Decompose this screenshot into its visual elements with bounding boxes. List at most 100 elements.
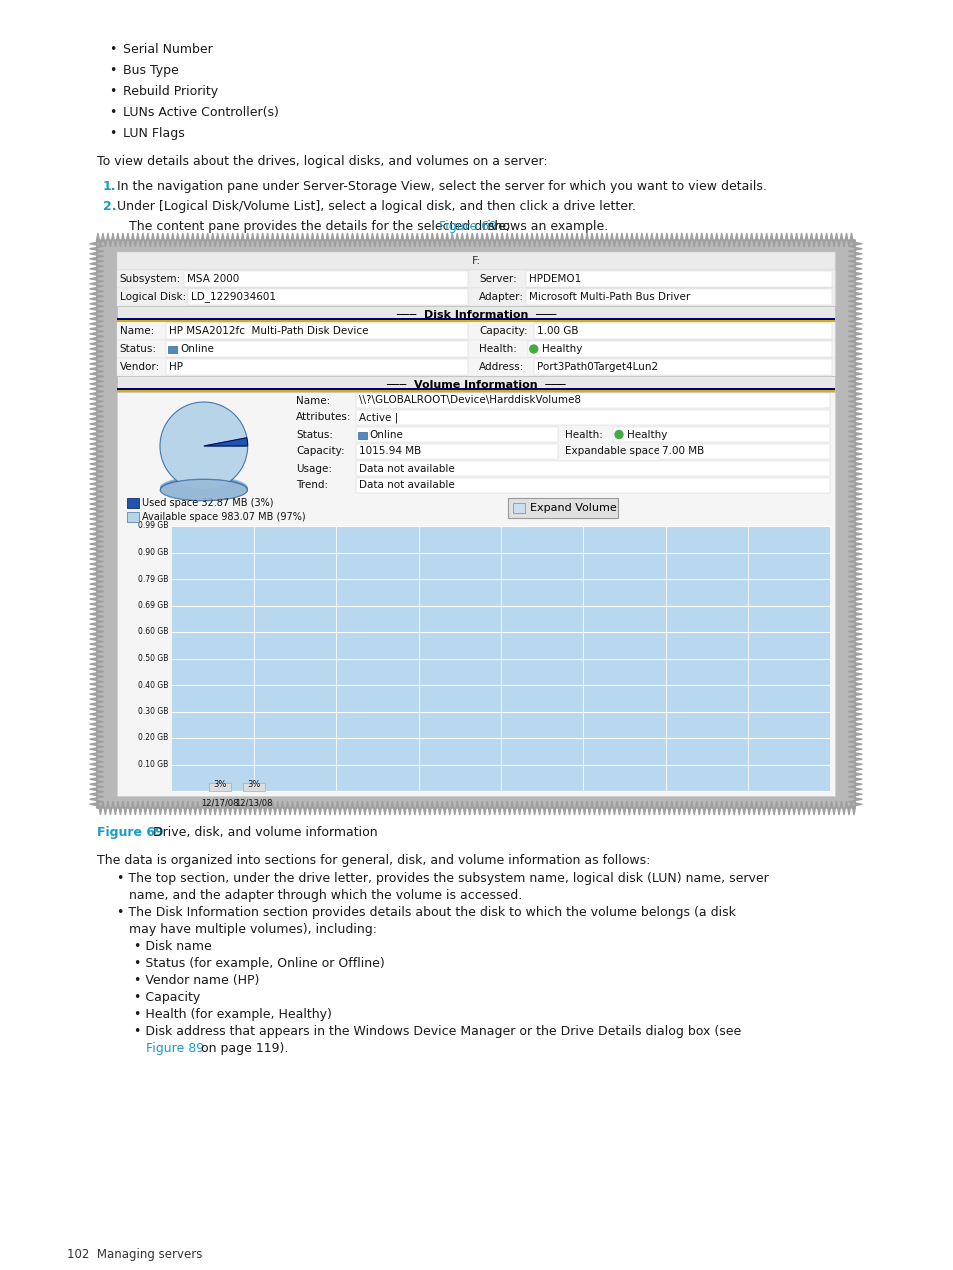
Polygon shape bbox=[173, 808, 176, 815]
Bar bbox=[243, 784, 265, 791]
Polygon shape bbox=[705, 232, 707, 240]
Polygon shape bbox=[374, 808, 375, 815]
Polygon shape bbox=[847, 601, 854, 603]
Polygon shape bbox=[90, 403, 96, 405]
Polygon shape bbox=[114, 808, 116, 815]
Polygon shape bbox=[847, 300, 854, 302]
Polygon shape bbox=[90, 608, 96, 611]
Polygon shape bbox=[451, 232, 453, 240]
Polygon shape bbox=[286, 801, 289, 808]
Polygon shape bbox=[96, 420, 104, 423]
Polygon shape bbox=[448, 240, 451, 246]
Polygon shape bbox=[659, 232, 662, 240]
Polygon shape bbox=[712, 808, 715, 815]
Polygon shape bbox=[152, 801, 154, 808]
Polygon shape bbox=[96, 686, 104, 688]
Polygon shape bbox=[96, 415, 104, 418]
Polygon shape bbox=[179, 240, 181, 246]
Polygon shape bbox=[740, 232, 742, 240]
Polygon shape bbox=[633, 240, 635, 246]
Polygon shape bbox=[236, 801, 238, 808]
Polygon shape bbox=[847, 431, 854, 433]
Polygon shape bbox=[90, 753, 96, 756]
Polygon shape bbox=[294, 808, 296, 815]
Polygon shape bbox=[96, 625, 104, 627]
Polygon shape bbox=[847, 500, 854, 503]
Polygon shape bbox=[252, 801, 253, 808]
Polygon shape bbox=[847, 531, 854, 532]
Polygon shape bbox=[670, 232, 673, 240]
Polygon shape bbox=[854, 398, 862, 400]
Polygon shape bbox=[90, 478, 96, 480]
Text: Logical Disk:: Logical Disk: bbox=[119, 292, 186, 302]
Polygon shape bbox=[116, 801, 119, 808]
Bar bbox=[96, 240, 854, 808]
Polygon shape bbox=[119, 808, 122, 815]
Polygon shape bbox=[667, 240, 670, 246]
Polygon shape bbox=[96, 720, 104, 723]
Polygon shape bbox=[366, 232, 368, 240]
Polygon shape bbox=[847, 640, 854, 643]
Polygon shape bbox=[164, 240, 167, 246]
Polygon shape bbox=[271, 801, 274, 808]
Polygon shape bbox=[90, 743, 96, 745]
Polygon shape bbox=[847, 271, 854, 273]
Polygon shape bbox=[96, 781, 104, 784]
Polygon shape bbox=[832, 808, 835, 815]
Polygon shape bbox=[241, 801, 244, 808]
Polygon shape bbox=[426, 801, 428, 808]
Ellipse shape bbox=[160, 479, 248, 500]
Polygon shape bbox=[219, 808, 221, 815]
Polygon shape bbox=[96, 281, 104, 282]
Polygon shape bbox=[511, 801, 513, 808]
Polygon shape bbox=[90, 653, 96, 655]
Polygon shape bbox=[471, 232, 473, 240]
Polygon shape bbox=[204, 808, 206, 815]
Polygon shape bbox=[378, 240, 381, 246]
Bar bbox=[127, 498, 138, 508]
Polygon shape bbox=[90, 698, 96, 701]
Polygon shape bbox=[854, 748, 862, 751]
Polygon shape bbox=[847, 686, 854, 688]
Polygon shape bbox=[90, 598, 96, 601]
Polygon shape bbox=[847, 400, 854, 403]
Polygon shape bbox=[847, 375, 854, 377]
Polygon shape bbox=[96, 645, 104, 648]
Text: Capacity:: Capacity: bbox=[478, 326, 527, 337]
Polygon shape bbox=[653, 808, 655, 815]
Polygon shape bbox=[206, 232, 209, 240]
Polygon shape bbox=[807, 808, 809, 815]
Polygon shape bbox=[226, 801, 229, 808]
Polygon shape bbox=[96, 364, 104, 367]
Polygon shape bbox=[854, 673, 862, 676]
Polygon shape bbox=[682, 240, 685, 246]
Polygon shape bbox=[169, 240, 172, 246]
Polygon shape bbox=[269, 240, 271, 246]
Polygon shape bbox=[90, 413, 96, 415]
Polygon shape bbox=[468, 240, 471, 246]
Polygon shape bbox=[497, 240, 500, 246]
Polygon shape bbox=[854, 547, 862, 550]
Text: 0.99 GB: 0.99 GB bbox=[138, 522, 169, 531]
Text: 1015.94 MB: 1015.94 MB bbox=[358, 447, 420, 456]
Polygon shape bbox=[253, 808, 256, 815]
Polygon shape bbox=[638, 808, 640, 815]
Polygon shape bbox=[196, 801, 199, 808]
Polygon shape bbox=[792, 808, 795, 815]
Polygon shape bbox=[847, 276, 854, 278]
Polygon shape bbox=[90, 643, 96, 645]
Polygon shape bbox=[201, 232, 204, 240]
Polygon shape bbox=[847, 620, 854, 622]
Polygon shape bbox=[129, 808, 132, 815]
Polygon shape bbox=[192, 232, 193, 240]
Polygon shape bbox=[298, 808, 301, 815]
Polygon shape bbox=[854, 358, 862, 361]
Bar bbox=[534, 359, 831, 375]
Polygon shape bbox=[90, 593, 96, 596]
Polygon shape bbox=[485, 801, 488, 808]
Polygon shape bbox=[179, 808, 181, 815]
Polygon shape bbox=[738, 808, 740, 815]
Polygon shape bbox=[854, 773, 862, 776]
Bar bbox=[166, 323, 468, 339]
Text: • Status (for example, Online or Offline): • Status (for example, Online or Offline… bbox=[133, 958, 384, 970]
